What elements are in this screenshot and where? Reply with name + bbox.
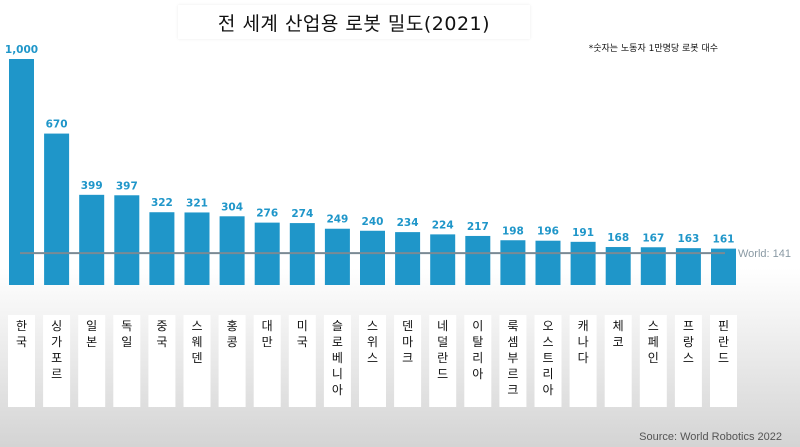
bar-20 — [675, 248, 701, 285]
bar-14 — [465, 235, 491, 285]
value-label: 168 — [607, 232, 629, 244]
bar-6 — [184, 212, 210, 285]
value-label: 234 — [397, 217, 419, 229]
bar-16 — [535, 240, 561, 285]
value-label: 196 — [537, 226, 559, 238]
value-label: 321 — [186, 197, 208, 209]
bar-1 — [9, 59, 34, 285]
bar-7 — [219, 216, 245, 285]
bar-2 — [44, 133, 70, 285]
category-label-panel — [394, 315, 422, 407]
category-label-panel — [499, 315, 527, 407]
value-label: 276 — [256, 208, 278, 220]
bar-4 — [114, 195, 140, 285]
category-label-panel — [43, 315, 71, 407]
value-label: 240 — [362, 216, 384, 228]
category-label-panel — [253, 315, 281, 407]
value-label: 249 — [326, 214, 348, 226]
bar-17 — [570, 241, 596, 285]
category-label-panel — [674, 315, 702, 407]
value-label: 397 — [116, 180, 138, 192]
bar-12 — [395, 232, 421, 285]
category-label-panel — [288, 315, 316, 407]
category-label-panel — [78, 315, 106, 407]
category-label-panel — [429, 315, 457, 407]
category-label-panel — [534, 315, 562, 407]
value-label: 167 — [642, 232, 664, 244]
bar-21 — [711, 248, 736, 285]
category-label-panel — [183, 315, 211, 407]
source-note: Source: World Robotics 2022 — [639, 431, 782, 443]
value-label: 217 — [467, 221, 489, 233]
bar-15 — [500, 240, 526, 285]
bar-13 — [430, 234, 456, 285]
value-label: 670 — [46, 119, 68, 131]
value-label: 399 — [81, 180, 103, 192]
category-label-panel — [639, 315, 667, 407]
category-label-panel — [148, 315, 176, 407]
value-label: 161 — [713, 234, 735, 246]
value-label: 1,000 — [5, 44, 38, 56]
bar-3 — [79, 194, 105, 285]
category-label-panel — [359, 315, 386, 407]
bar-10 — [324, 228, 350, 285]
category-label-panel — [569, 315, 597, 407]
chart-title: 전 세계 산업용 로봇 밀도(2021) — [178, 5, 530, 39]
value-label: 198 — [502, 225, 524, 237]
category-label-panel — [323, 315, 351, 407]
category-label-panel — [218, 315, 246, 407]
category-label-panel — [710, 315, 737, 407]
chart-note: *숫자는 노동자 1만명당 로봇 대수 — [588, 44, 718, 54]
bar-5 — [149, 212, 175, 285]
value-label: 274 — [291, 208, 313, 220]
bar-11 — [360, 230, 385, 285]
value-label: 163 — [677, 233, 699, 245]
value-label: 322 — [151, 197, 173, 209]
category-label-panel — [464, 315, 492, 407]
value-label: 191 — [572, 227, 594, 239]
value-label: 224 — [432, 219, 454, 231]
category-label-panel — [604, 315, 632, 407]
world-average-label: World: 141 — [738, 248, 791, 260]
category-label-panel — [113, 315, 141, 407]
category-label-panel — [8, 315, 35, 407]
value-label: 304 — [221, 201, 243, 213]
